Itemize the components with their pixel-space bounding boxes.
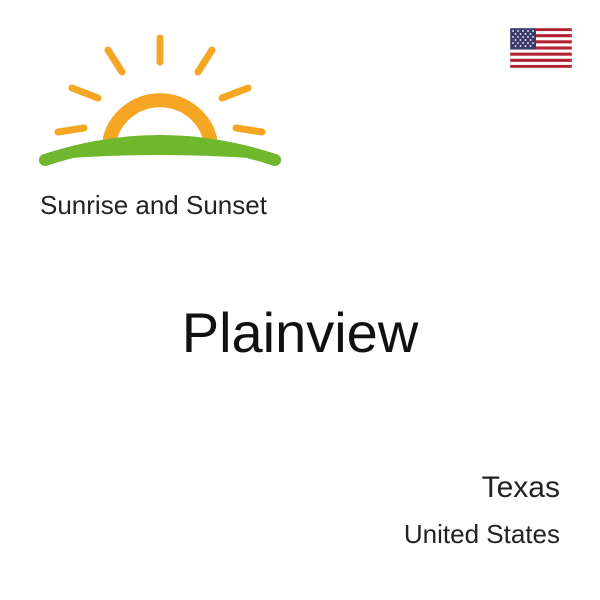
sunrise-logo bbox=[30, 20, 290, 185]
country-label: United States bbox=[404, 519, 560, 550]
tagline-text: Sunrise and Sunset bbox=[40, 190, 267, 221]
city-title: Plainview bbox=[0, 300, 600, 365]
state-label: Texas bbox=[482, 471, 560, 505]
country-flag bbox=[510, 28, 572, 73]
usa-flag-icon bbox=[510, 28, 572, 68]
sunrise-icon bbox=[30, 20, 290, 180]
